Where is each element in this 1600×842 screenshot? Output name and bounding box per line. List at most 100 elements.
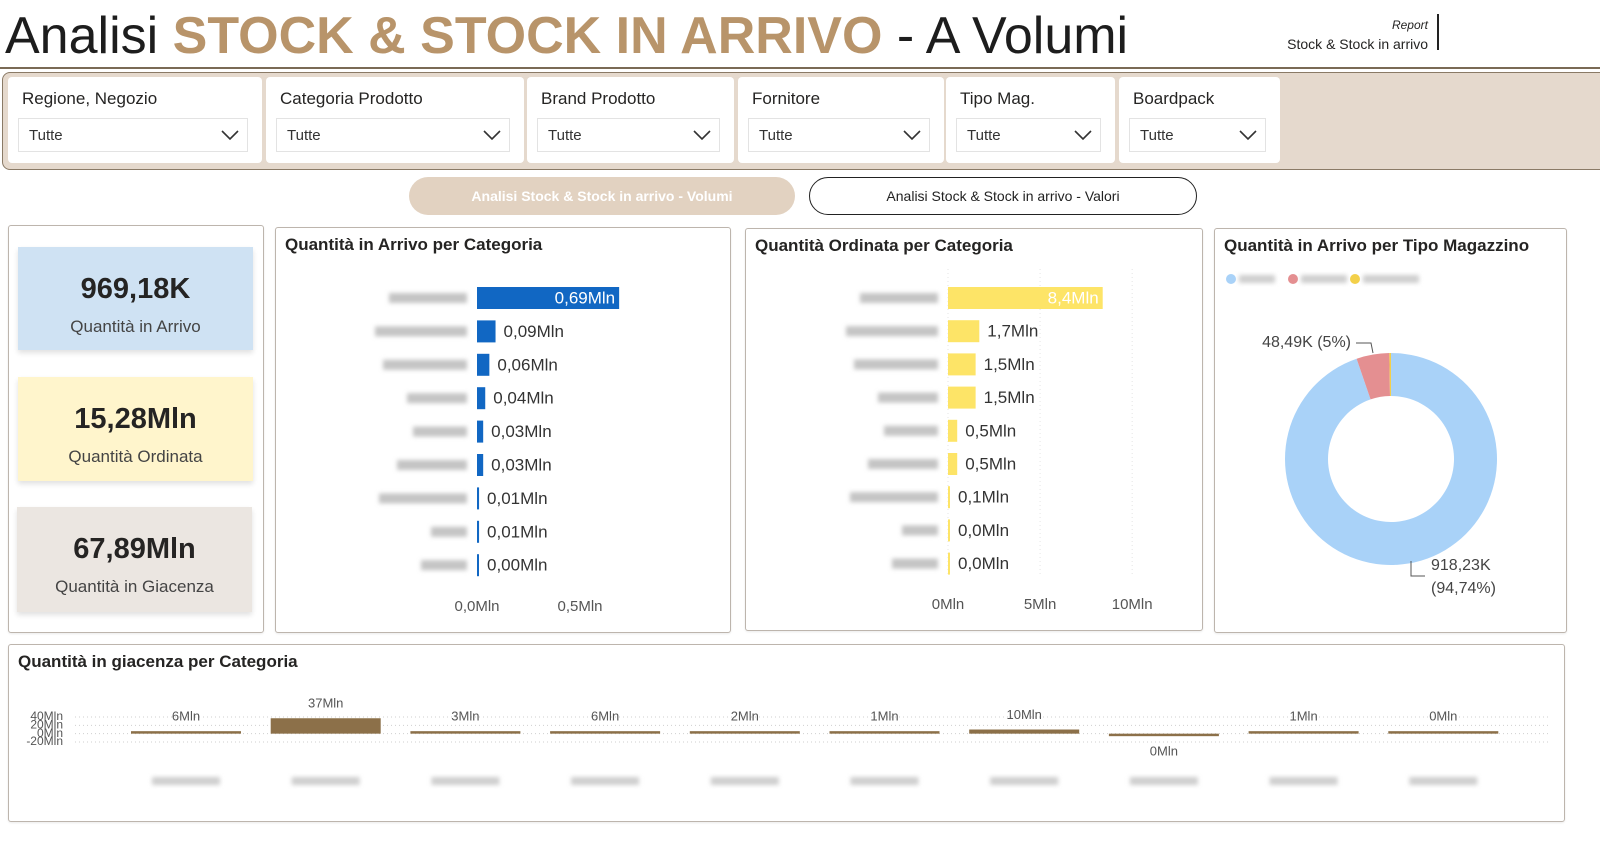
report-name: Stock & Stock in arrivo xyxy=(1287,36,1428,52)
data-label: 0,69Mln xyxy=(555,288,615,307)
blurred-category-label xyxy=(850,492,938,503)
chart-title: Quantità in giacenza per Categoria xyxy=(18,652,298,671)
blurred-category-label xyxy=(1129,777,1198,785)
filter-label: Fornitore xyxy=(752,89,821,108)
legend-marker xyxy=(1226,274,1236,284)
filter-dropdown[interactable]: Tutte xyxy=(537,118,720,152)
blurred-category-label xyxy=(431,526,467,537)
donut-slice xyxy=(1356,353,1390,400)
title-end: - A Volumi xyxy=(896,7,1129,65)
tab-volumi[interactable]: Analisi Stock & Stock in arrivo - Volumi xyxy=(409,177,795,215)
chevron xyxy=(483,130,501,141)
bar xyxy=(948,353,976,376)
filter-value: Tutte xyxy=(1140,127,1174,144)
blurred-category-label xyxy=(1269,777,1338,785)
donut-slice xyxy=(1389,353,1391,397)
x-tick-label: 0,0Mln xyxy=(454,598,499,615)
bar xyxy=(131,731,241,734)
filter-dropdown[interactable]: Tutte xyxy=(956,118,1101,152)
blurred-category-label xyxy=(421,560,467,571)
data-label: 0,0Mln xyxy=(958,554,1009,573)
bar xyxy=(270,718,381,734)
kpi-card: 969,18K Quantità in Arrivo xyxy=(18,247,253,350)
data-label: 10Mln xyxy=(1006,707,1041,722)
blurred-category-label xyxy=(389,293,467,303)
chart-panel: 918,23K (94,74%) 48,49K (5%) Quantità in A… xyxy=(1214,228,1567,633)
divider xyxy=(1437,14,1439,50)
data-label: 0,0Mln xyxy=(958,521,1009,540)
bar xyxy=(1248,731,1359,734)
bar xyxy=(948,486,950,509)
x-tick-label: 5Mln xyxy=(1024,596,1057,613)
bar xyxy=(948,320,980,343)
data-label: 0Mln xyxy=(1150,744,1178,759)
bar xyxy=(969,729,1080,734)
blurred-category-label xyxy=(413,426,467,437)
filter-dropdown[interactable]: Tutte xyxy=(18,118,248,152)
filter-card: Fornitore Tutte xyxy=(738,77,944,163)
kpi-card: 67,89Mln Quantità in Giacenza xyxy=(17,507,252,612)
blurred-category-label xyxy=(846,326,938,337)
chevron xyxy=(903,130,921,141)
y-tick-label: 20Mln xyxy=(30,718,63,732)
leader-line xyxy=(1410,561,1425,577)
filter-label: Tipo Mag. xyxy=(960,89,1035,108)
data-label: 918,23K (94,74%) xyxy=(1431,557,1496,597)
filter-dropdown[interactable]: Tutte xyxy=(748,118,930,152)
filter-card: Boardpack Tutte xyxy=(1119,77,1280,163)
tab-valori[interactable]: Analisi Stock & Stock in arrivo - Valori xyxy=(809,177,1197,215)
blurred-category-label xyxy=(375,326,467,337)
data-label: 0,00Mln xyxy=(487,556,547,575)
header-line xyxy=(0,67,1600,69)
bar xyxy=(948,453,958,475)
bar xyxy=(477,320,496,343)
data-label: 48,49K (5%) xyxy=(1262,334,1351,351)
data-label: 1,5Mln xyxy=(984,355,1035,374)
bar xyxy=(829,731,940,734)
data-label: 0,04Mln xyxy=(493,389,553,408)
filter-card: Brand Prodotto Tutte xyxy=(527,77,734,163)
chevron xyxy=(693,130,711,141)
data-label: 2Mln xyxy=(731,709,759,724)
kpi-value: 969,18K xyxy=(80,273,191,305)
filter-card: Categoria Prodotto Tutte xyxy=(266,77,524,163)
x-tick-label: 0Mln xyxy=(932,596,965,613)
bar xyxy=(948,552,950,575)
filter-value: Tutte xyxy=(287,127,321,144)
chart: 0Mln 5Mln 10Mln 8,4Mln 1,7Mln 1,5Mln 1,5Mln 0,5… xyxy=(846,269,1153,613)
kpi-card: 15,28Mln Quantità Ordinata xyxy=(18,377,253,481)
data-label: 0,5Mln xyxy=(965,421,1016,440)
filter-value: Tutte xyxy=(29,127,63,144)
x-tick-label: 10Mln xyxy=(1112,596,1153,613)
kpi-value: 67,89Mln xyxy=(73,533,196,565)
kpi-label: Quantità in Giacenza xyxy=(55,577,214,596)
bar xyxy=(477,287,620,309)
filter-label: Regione, Negozio xyxy=(22,89,158,108)
data-label: 0,03Mln xyxy=(491,455,551,474)
chevron xyxy=(1239,130,1257,141)
data-label: 0,5Mln xyxy=(965,454,1016,473)
filter-label: Brand Prodotto xyxy=(541,89,656,108)
bar xyxy=(477,353,490,376)
data-label: 0,06Mln xyxy=(497,355,557,374)
blurred-category-label xyxy=(868,459,938,469)
blurred-category-label xyxy=(571,777,640,785)
blurred-legend-label xyxy=(1239,275,1275,283)
data-label: 1,7Mln xyxy=(987,322,1038,341)
page-title: Analisi STOCK & STOCK IN ARRIVO - A Volu… xyxy=(5,6,1128,66)
chart: 918,23K (94,74%) 48,49K (5%) xyxy=(1226,274,1497,597)
blurred-category-label xyxy=(407,393,467,404)
bar xyxy=(477,387,486,410)
title-highlight: STOCK & STOCK IN ARRIVO xyxy=(172,7,883,65)
blurred-category-label xyxy=(1409,777,1478,785)
chart-title: Quantità in Arrivo per Categoria xyxy=(285,235,543,254)
blurred-category-label xyxy=(431,777,500,785)
blurred-category-label xyxy=(291,777,360,785)
bar xyxy=(477,554,479,577)
data-label: 1,5Mln xyxy=(984,388,1035,407)
blurred-category-label xyxy=(397,460,467,470)
filter-dropdown[interactable]: Tutte xyxy=(276,118,510,152)
bar xyxy=(948,419,958,442)
filter-dropdown[interactable]: Tutte xyxy=(1129,118,1266,152)
